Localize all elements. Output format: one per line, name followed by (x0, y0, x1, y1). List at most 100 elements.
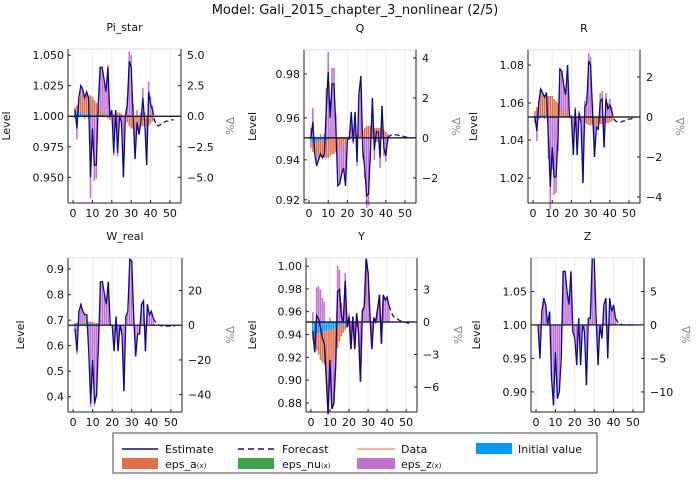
left-tick-label: 0.98 (278, 283, 303, 296)
right-axis-label: %Δ (680, 326, 693, 344)
x-tick-label: 40 (607, 416, 621, 429)
bar-eps-z (341, 146, 343, 174)
bar-eps-a (337, 138, 339, 150)
bar-eps-a (92, 322, 94, 324)
panel-title: W_real (106, 230, 143, 243)
bar-eps-a (596, 117, 598, 125)
right-tick-label: 4 (422, 52, 429, 65)
bar-eps-a (368, 126, 370, 138)
right-tick-label: 0.0 (187, 110, 205, 123)
bar-eps-a (540, 97, 542, 115)
bar-eps-a (329, 138, 331, 156)
right-tick-label: 5 (650, 285, 657, 298)
left-tick-label: 0.96 (278, 306, 303, 319)
bar-eps-a (550, 96, 552, 116)
svg-text:Initial value: Initial value (518, 443, 582, 456)
bar-eps-a (84, 322, 86, 324)
left-tick-label: 0.8 (47, 289, 65, 302)
x-tick-label: 50 (398, 207, 412, 220)
bar-initial (329, 322, 331, 330)
bar-eps-a (99, 109, 101, 115)
right-axis-label: %Δ (224, 117, 237, 135)
x-tick-label: 0 (305, 207, 312, 220)
left-tick-label: 0.98 (276, 68, 301, 81)
left-tick-label: 0.7 (47, 314, 65, 327)
left-tick-label: 0.975 (33, 141, 65, 154)
bar-eps-a (92, 97, 94, 115)
bar-eps-z (324, 301, 326, 322)
bar-eps-a (80, 322, 82, 323)
right-tick-label: 0 (422, 132, 429, 145)
bar-eps-z (312, 312, 314, 322)
x-tick-label: 30 (124, 207, 138, 220)
bar-eps-a (327, 331, 329, 367)
bar-eps-a (74, 323, 76, 324)
bar-eps-z (84, 315, 86, 322)
bar-eps-a (142, 116, 144, 126)
bar-eps-a (366, 126, 368, 138)
bar-eps-z (106, 304, 108, 324)
bar-eps-a (326, 140, 328, 158)
right-tick-label: 0 (650, 319, 657, 332)
right-axis-label: %Δ (674, 117, 687, 135)
bar-eps-a (318, 333, 320, 355)
right-tick-label: −3 (423, 349, 439, 362)
bar-eps-a (590, 117, 592, 125)
x-tick-label: 50 (163, 207, 177, 220)
x-tick-label: 10 (545, 207, 559, 220)
left-tick-label: 0.95 (503, 352, 528, 365)
right-tick-label: 3 (423, 283, 430, 296)
left-tick-label: 1.05 (503, 285, 528, 298)
left-tick-label: 0.96 (276, 112, 301, 125)
left-tick-label: 0.5 (47, 365, 65, 378)
bar-eps-a (542, 95, 544, 115)
left-tick-label: 1.08 (500, 59, 525, 72)
bar-eps-z (366, 138, 368, 208)
bar-eps-z (565, 95, 567, 113)
bar-eps-a (551, 96, 553, 116)
bar-eps-a (343, 324, 345, 333)
left-tick-label: 0.6 (47, 340, 65, 353)
right-axis-label: %Δ (224, 326, 237, 344)
bar-eps-a (80, 94, 82, 112)
left-tick-label: 1.000 (33, 110, 65, 123)
bar-eps-z (322, 298, 324, 322)
right-tick-label: 2.5 (187, 80, 205, 93)
bar-eps-z (553, 117, 555, 195)
bar-eps-a (322, 140, 324, 158)
right-tick-label: 0 (646, 111, 653, 124)
bar-eps-a (563, 111, 565, 117)
bar-eps-a (310, 142, 312, 148)
bar-eps-a (90, 95, 92, 113)
bar-eps-a (82, 322, 84, 324)
bar-eps-a (343, 138, 345, 144)
x-tick-label: 40 (380, 416, 394, 429)
figure-title: Model: Gali_2015_chapter_3_nonlinear (2/… (212, 3, 499, 18)
bar-eps-z (590, 318, 592, 325)
bar-eps-a (150, 116, 152, 123)
right-axis-label: %Δ (452, 326, 465, 344)
bar-eps-a (344, 324, 346, 329)
panel-title: R (580, 22, 588, 35)
bar-eps-z (611, 312, 613, 325)
left-tick-label: 0.90 (278, 374, 303, 387)
bar-eps-a (594, 117, 596, 125)
bar-eps-z (105, 92, 107, 116)
bar-eps-a (333, 138, 335, 154)
bar-eps-a (138, 116, 140, 126)
bar-eps-a (555, 101, 557, 117)
left-tick-label: 1.050 (33, 49, 65, 62)
right-tick-label: −2 (422, 172, 438, 185)
x-tick-label: 0 (307, 416, 314, 429)
bar-eps-z (320, 289, 322, 322)
x-tick-label: 40 (603, 207, 617, 220)
bar-initial (322, 322, 324, 332)
x-tick-label: 40 (379, 207, 393, 220)
x-tick-label: 20 (564, 207, 578, 220)
left-axis-label: Level (470, 320, 483, 349)
left-tick-label: 1.00 (278, 260, 303, 273)
panel-title: Pi_star (106, 21, 143, 34)
svg-text:Forecast: Forecast (282, 443, 329, 456)
bar-eps-a (341, 138, 343, 146)
